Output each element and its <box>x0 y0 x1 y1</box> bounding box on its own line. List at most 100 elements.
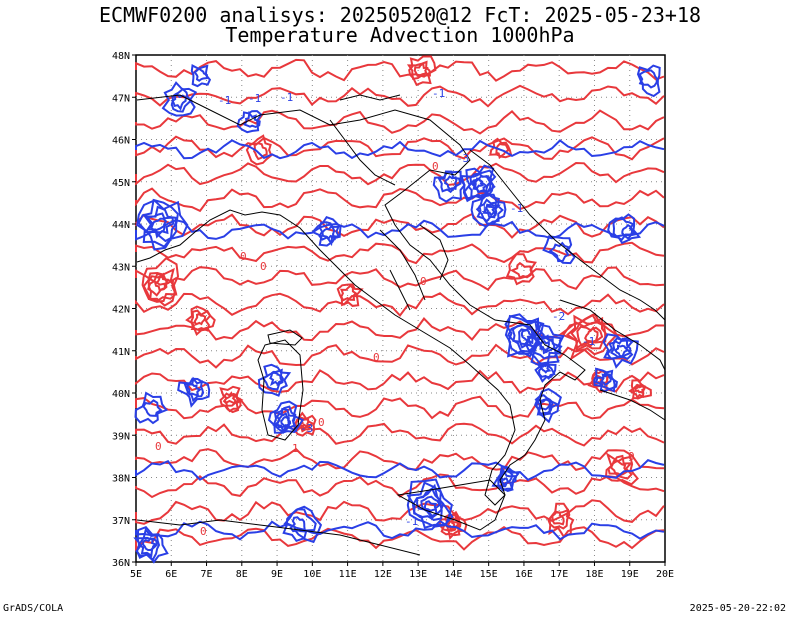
contour-line <box>135 58 665 82</box>
contour-line <box>594 372 618 393</box>
contour-line <box>135 526 665 552</box>
lon-tick-label: 18E <box>585 569 603 580</box>
coastlines <box>136 94 666 556</box>
map-title: ECMWF0200 analisys: 20250520@12 FcT: 202… <box>98 3 702 27</box>
contour-line <box>551 511 565 526</box>
contour-label-positive: 0 <box>200 525 207 538</box>
lat-tick-label: 43N <box>112 262 130 273</box>
contour-line <box>280 416 292 428</box>
contour-line <box>135 135 665 161</box>
coastline <box>469 149 666 321</box>
contour-line <box>150 217 168 234</box>
contour-line <box>495 142 510 160</box>
contour-line <box>135 212 665 239</box>
contour-line <box>593 367 616 393</box>
lon-tick-label: 17E <box>550 569 568 580</box>
lat-tick-label: 36N <box>112 558 130 569</box>
contour-line <box>636 64 661 98</box>
contour-line <box>134 391 168 425</box>
contour-line <box>613 344 630 358</box>
contour-line <box>135 139 665 160</box>
coastline <box>559 299 666 371</box>
coastline <box>339 94 401 101</box>
contour-line <box>406 60 431 80</box>
coastline <box>267 329 303 346</box>
contour-label-negative: -3 <box>456 152 469 165</box>
contour-line <box>336 283 364 307</box>
lat-tick-label: 39N <box>112 431 130 442</box>
contour-label-negative: -1 <box>432 87 445 100</box>
contour-line <box>538 362 556 381</box>
contour-line <box>135 266 665 291</box>
contour-line <box>193 67 208 82</box>
contour-line <box>604 452 639 486</box>
contour-line <box>437 170 462 194</box>
contour-line <box>223 391 238 405</box>
contour-line <box>190 64 212 88</box>
contour-line <box>542 235 576 265</box>
contour-line <box>548 508 571 530</box>
lon-tick-label: 12E <box>374 569 392 580</box>
contour-line <box>340 284 358 302</box>
lon-tick-label: 16E <box>515 569 533 580</box>
contour-label-negative: -1 <box>405 515 418 528</box>
contour-line <box>135 219 665 241</box>
contour-line <box>509 261 533 279</box>
map-subtitle: Temperature Advection 1000hPa <box>225 23 575 47</box>
lon-tick-label: 11E <box>339 569 357 580</box>
contour-line <box>411 483 443 521</box>
contour-line <box>245 134 273 166</box>
contour-line <box>137 198 179 248</box>
contour-line <box>505 253 537 286</box>
contour-line <box>161 81 198 117</box>
contour-label-negative: -1 <box>218 94 231 107</box>
negative-contours <box>133 64 665 564</box>
contour-label-positive: 0 <box>373 351 380 364</box>
contour-label-positive: 1 <box>292 442 299 455</box>
contour-line <box>135 395 665 420</box>
lon-tick-label: 14E <box>444 569 462 580</box>
contour-line <box>135 241 665 265</box>
contour-line <box>606 336 634 360</box>
contour-line <box>612 216 637 241</box>
lat-tick-label: 40N <box>112 389 130 400</box>
lon-tick-label: 20E <box>656 569 674 580</box>
coastline <box>136 94 586 506</box>
lon-tick-label: 9E <box>271 569 283 580</box>
coastline <box>329 119 396 186</box>
contour-line <box>289 516 307 533</box>
contour-label-positive: 0 <box>240 250 247 263</box>
axis-ticks: 5E 6E 7E 8E 9E 10E 11E 12E 13E 14E 15E 16E 17E 18E 19E… <box>112 51 674 580</box>
contour-line <box>609 337 632 359</box>
coastline <box>396 479 506 531</box>
contour-line <box>497 466 517 492</box>
contour-line <box>135 161 665 187</box>
contour-line <box>321 224 337 241</box>
contour-line <box>621 223 634 240</box>
contour-line <box>539 340 551 354</box>
coastline <box>389 269 411 311</box>
contour-line <box>135 109 665 135</box>
contour-line <box>408 55 437 87</box>
contour-label-positive: 0 <box>260 260 267 273</box>
contour-line <box>135 459 665 482</box>
coastline <box>379 229 426 301</box>
contour-line <box>565 314 609 352</box>
contour-line <box>534 387 562 424</box>
contour-line <box>135 473 665 499</box>
contour-label-positive: 0 <box>318 416 325 429</box>
lat-tick-label: 48N <box>112 51 130 62</box>
lon-tick-label: 8E <box>236 569 248 580</box>
contour-line <box>272 405 298 434</box>
positive-contours <box>135 55 665 552</box>
contour-line <box>219 385 244 414</box>
contour-line <box>135 369 665 395</box>
contour-line <box>484 205 497 217</box>
contour-line <box>142 399 163 417</box>
lat-tick-label: 46N <box>112 136 130 147</box>
contour-line <box>177 377 211 408</box>
contour-line <box>610 459 629 477</box>
contour-line <box>638 69 659 89</box>
contour-line <box>283 508 317 540</box>
lat-tick-label: 41N <box>112 347 130 358</box>
